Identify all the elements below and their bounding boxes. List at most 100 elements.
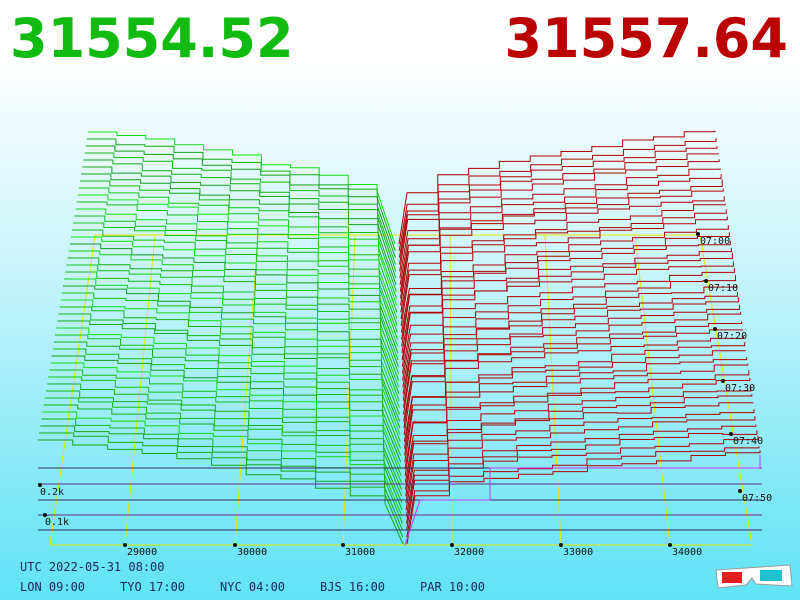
ask-depth-line xyxy=(402,291,738,395)
time-label: 07:50 xyxy=(742,493,772,504)
bid-depth-line xyxy=(46,390,403,497)
bid-depth-line xyxy=(59,306,400,415)
bid-depth-line xyxy=(57,320,401,429)
zone-time: BJS 16:00 xyxy=(320,580,386,594)
bid-depth-line xyxy=(66,264,399,374)
bid-depth-line xyxy=(83,159,397,272)
time-dot xyxy=(729,432,733,436)
bid-depth-line xyxy=(40,425,404,531)
zone-time: NYC 04:00 xyxy=(220,580,286,594)
bid-depth-line xyxy=(60,299,400,408)
ask-depth-line xyxy=(400,203,726,313)
ask-price: 31557.64 xyxy=(504,7,788,70)
ask-depth-line xyxy=(400,216,728,326)
zone-time: TYO 17:00 xyxy=(120,580,186,594)
bid-depth-line xyxy=(88,131,396,245)
bid-depth-line xyxy=(61,292,400,401)
price-grid xyxy=(124,234,156,546)
ask-depth-line xyxy=(403,311,742,415)
time-label: 07:40 xyxy=(733,436,763,447)
ask-depth-line xyxy=(401,232,730,340)
bid-depth-line xyxy=(82,166,397,279)
ask-depth-line xyxy=(405,394,753,490)
bid-depth-line xyxy=(63,285,400,395)
ask-depth-line xyxy=(404,357,748,456)
bid-depth-line xyxy=(51,355,402,463)
price-dot xyxy=(668,543,672,547)
ask-depth-line xyxy=(401,261,734,367)
ask-depth-line xyxy=(401,247,732,354)
ask-depth-line xyxy=(402,304,740,408)
ask-depth-line xyxy=(398,146,718,258)
glasses-cyan xyxy=(760,570,782,581)
price-label: 34000 xyxy=(672,547,702,558)
bid-depth-line xyxy=(71,236,399,347)
ask-depth-line xyxy=(401,240,731,347)
utc-time: UTC 2022-05-31 08:00 xyxy=(20,560,165,574)
ask-depth-line xyxy=(399,153,719,265)
bid-depth-line xyxy=(55,334,401,442)
ask-depth-line xyxy=(403,321,743,422)
price-label: 31000 xyxy=(345,547,375,558)
price-grid xyxy=(449,234,453,546)
bid-depth-line xyxy=(64,278,400,388)
time-dot xyxy=(738,489,742,493)
ask-depth-line xyxy=(404,363,749,463)
depth-dot xyxy=(38,483,42,487)
bid-depth-line xyxy=(80,180,397,292)
price-dot xyxy=(450,543,454,547)
time-dot xyxy=(713,327,717,331)
bid-depth-line xyxy=(39,432,404,538)
price-dot xyxy=(233,543,237,547)
bid-depth-line xyxy=(73,222,398,333)
price-label: 30000 xyxy=(237,547,267,558)
zone-time: LON 09:00 xyxy=(20,580,86,594)
time-dot xyxy=(704,279,708,283)
price-dot xyxy=(123,543,127,547)
ask-depth-line xyxy=(400,225,729,333)
bid-depth-line xyxy=(84,152,396,265)
bid-depth-line xyxy=(69,243,399,354)
price-label: 33000 xyxy=(563,547,593,558)
glasses-red xyxy=(722,572,742,583)
ask-depth-line xyxy=(406,450,761,545)
ask-depth-line xyxy=(402,275,736,381)
price-dot xyxy=(341,543,345,547)
bid-price: 31554.52 xyxy=(10,7,294,70)
ask-depth-line xyxy=(398,138,717,251)
bid-depth-line xyxy=(56,327,401,436)
price-grid xyxy=(544,234,562,546)
price-dot xyxy=(559,543,563,547)
ask-depth-line xyxy=(402,268,735,374)
bid-depth-line xyxy=(67,257,399,367)
ask-depth-line xyxy=(405,416,756,510)
price-grid xyxy=(634,234,671,546)
bid-depth-line xyxy=(49,369,402,476)
bid-depth-line xyxy=(42,411,403,517)
ask-depth-line xyxy=(403,336,745,435)
ask-front-line xyxy=(404,455,761,546)
ask-depth-line xyxy=(399,168,721,279)
ask-depth-line xyxy=(400,196,725,306)
ask-depth-line xyxy=(406,430,758,524)
bid-depth-line xyxy=(44,397,403,504)
bid-depth-line xyxy=(68,250,399,361)
time-dot xyxy=(696,232,700,236)
bid-depth-line xyxy=(48,376,402,483)
bid-depth-line xyxy=(52,348,402,456)
zone-time: PAR 10:00 xyxy=(420,580,486,594)
bid-depth-line xyxy=(41,418,403,524)
ask-depth-line xyxy=(405,424,757,517)
bid-depth-line xyxy=(86,138,396,251)
ask-depth-line xyxy=(400,209,727,320)
ask-depth-line xyxy=(404,377,751,476)
depth-dot xyxy=(43,513,47,517)
ask-depth-line xyxy=(404,370,750,470)
bid-depth-line xyxy=(72,229,398,340)
time-label: 07:10 xyxy=(708,283,738,294)
bid-depth-line xyxy=(47,383,402,490)
ask-depth-line xyxy=(401,252,733,360)
ask-depth-line xyxy=(406,446,760,538)
bid-depth-line xyxy=(85,145,396,258)
